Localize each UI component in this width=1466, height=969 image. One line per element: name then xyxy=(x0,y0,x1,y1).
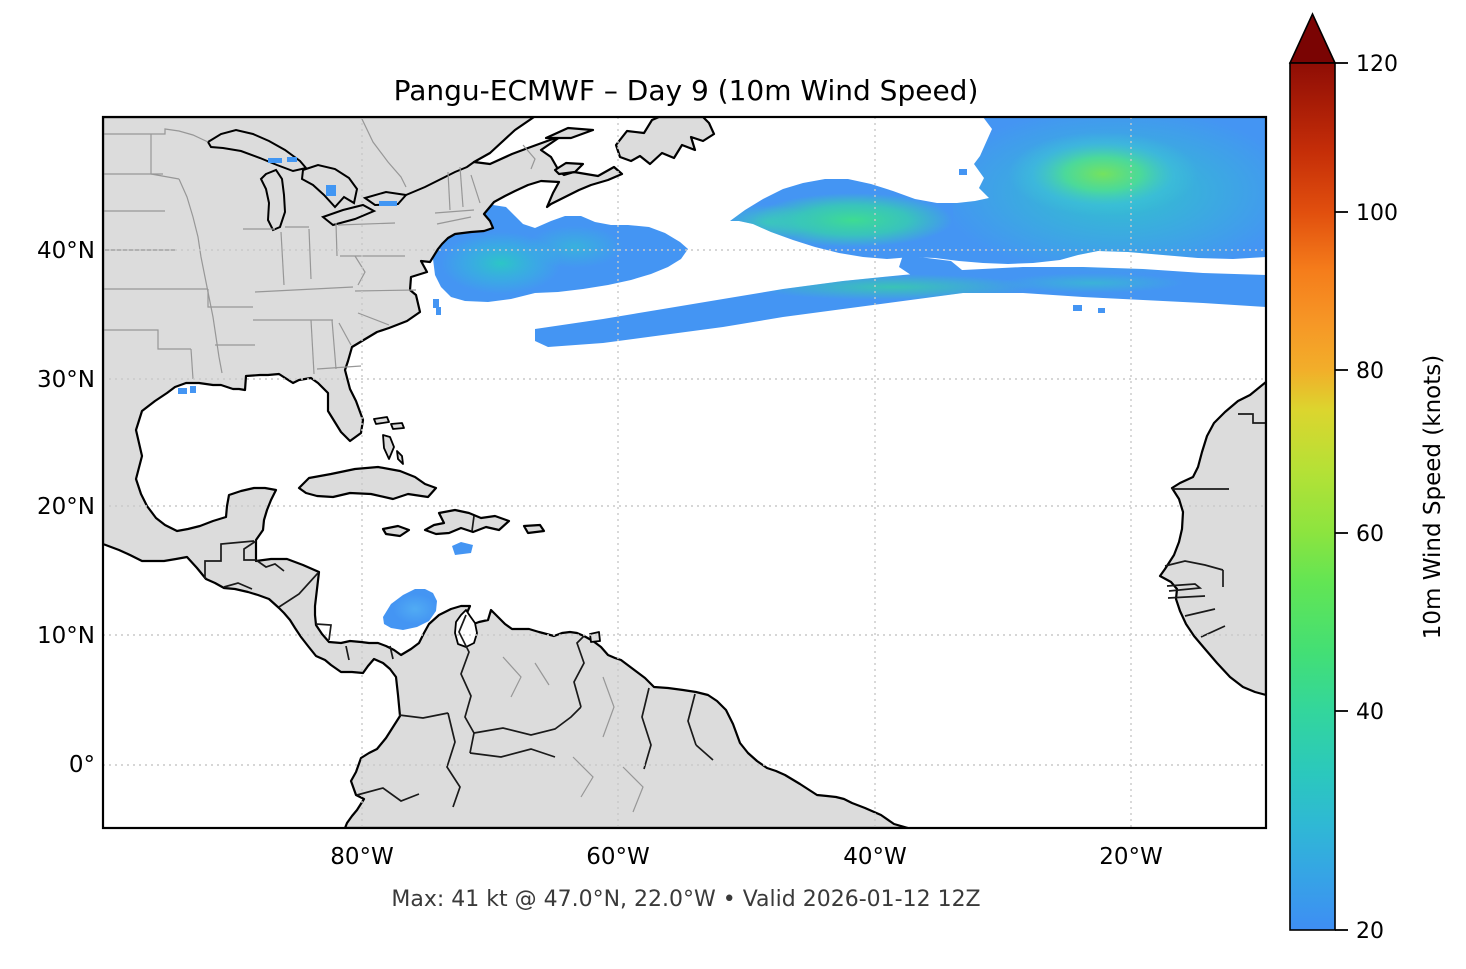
map-plot xyxy=(101,115,1268,830)
lake-michigan xyxy=(259,168,287,232)
lat-tick-20n: 20°N xyxy=(37,494,95,520)
lat-tick-10n: 10°N xyxy=(37,623,95,649)
wind-speck xyxy=(959,169,967,175)
cb-tick-20: 20 xyxy=(1356,919,1384,944)
trinidad-island xyxy=(589,631,601,643)
cb-tick-40: 40 xyxy=(1356,700,1384,725)
wind-speck xyxy=(1073,305,1082,311)
wind-speck xyxy=(190,386,196,393)
colorbar-tick-marks xyxy=(1335,62,1348,931)
africa-landmass xyxy=(1158,380,1266,697)
lon-tick-60w: 60°W xyxy=(586,844,650,870)
wind-speck-hispaniola xyxy=(452,542,473,555)
wind-speck xyxy=(436,307,441,315)
lat-tick-40n: 40°N xyxy=(37,238,95,264)
colorbar: 20 40 60 80 100 120 10m Wind Speed (knot… xyxy=(1288,12,1446,944)
north-and-south-america-landmass xyxy=(103,117,910,828)
jamaica-island xyxy=(381,524,411,538)
anticosti-island xyxy=(544,126,595,140)
latitude-axis: 40°N 30°N 20°N 10°N 0° xyxy=(37,238,95,778)
lat-tick-30n: 30°N xyxy=(37,367,95,393)
lon-tick-40w: 40°W xyxy=(843,844,907,870)
lon-tick-80w: 80°W xyxy=(330,844,394,870)
caption: Max: 41 kt @ 47.0°N, 22.0°W • Valid 2026… xyxy=(391,887,980,912)
puerto-rico-island xyxy=(522,523,546,535)
page-title: Pangu-ECMWF – Day 9 (10m Wind Speed) xyxy=(394,74,979,107)
lon-tick-20w: 20°W xyxy=(1099,844,1163,870)
prince-edward-island xyxy=(553,161,585,176)
lat-tick-0: 0° xyxy=(69,752,95,778)
coastlines xyxy=(103,117,1266,828)
map-frame xyxy=(101,115,1268,830)
wind-speck xyxy=(1098,308,1105,313)
colorbar-extend-arrow xyxy=(1288,12,1337,64)
bahamas-islands xyxy=(373,416,405,465)
lake-erie xyxy=(320,203,377,227)
cb-tick-80: 80 xyxy=(1356,359,1384,384)
wind-speck xyxy=(433,299,439,308)
lake-wind-specks xyxy=(268,157,397,206)
hispaniola-island xyxy=(423,508,511,536)
cb-tick-60: 60 xyxy=(1356,522,1384,547)
country-borders xyxy=(204,413,1266,808)
longitude-axis: 80°W 60°W 40°W 20°W xyxy=(330,844,1163,870)
gridlines xyxy=(103,117,1266,828)
colorbar-gradient-bar xyxy=(1289,62,1336,931)
cb-tick-120: 120 xyxy=(1356,52,1398,77)
cuba-island xyxy=(297,465,438,501)
cb-tick-100: 100 xyxy=(1356,201,1398,226)
newfoundland-island xyxy=(614,117,716,166)
wind-speck xyxy=(178,388,187,394)
colorbar-tick-labels: 20 40 60 80 100 120 xyxy=(1356,52,1398,944)
colorbar-axis-label: 10m Wind Speed (knots) xyxy=(1420,355,1446,639)
